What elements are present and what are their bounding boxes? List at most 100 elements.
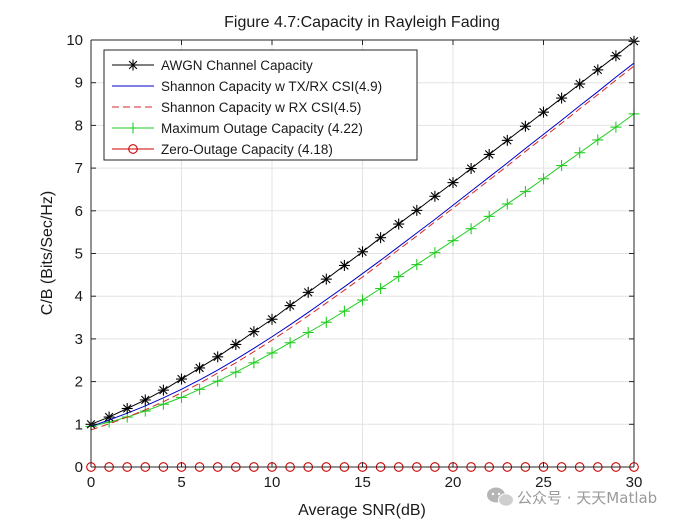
- y-tick-label: 0: [75, 459, 83, 476]
- x-tick-label: 0: [87, 474, 95, 491]
- marker-stroke: [128, 60, 138, 70]
- series-maximum-outage-capacity-4-22-marker: [302, 326, 314, 338]
- legend: AWGN Channel Capacity Shannon Capacity w …: [103, 49, 418, 161]
- series-awgn-channel-capacity-marker: [556, 92, 568, 104]
- series-maximum-outage-capacity-4-22-marker: [501, 198, 513, 210]
- series-awgn-channel-capacity: [85, 35, 640, 430]
- series-maximum-outage-capacity-4-22-marker: [574, 147, 586, 159]
- marker-stroke: [503, 136, 512, 145]
- legend-label: Shannon Capacity w TX/RX CSI(4.9): [161, 79, 382, 94]
- marker-stroke: [249, 327, 259, 336]
- legend-entry-awgn-channel-capacity: AWGN Channel Capacity: [112, 58, 313, 73]
- marker-stroke: [593, 65, 603, 75]
- y-tick-label: 9: [75, 75, 83, 92]
- chart-title: Figure 4.7:Capacity in Rayleigh Fading: [224, 14, 500, 31]
- series-maximum-outage-capacity-4-22-marker: [139, 405, 151, 417]
- y-tick-label: 4: [75, 288, 83, 305]
- marker-stroke: [159, 385, 168, 395]
- series-maximum-outage-capacity-4-22-marker: [592, 134, 604, 146]
- series-maximum-outage-capacity-4-22-marker: [357, 294, 368, 306]
- x-tick-label: 25: [535, 474, 552, 491]
- series-shannon-capacity-w-rx-csi-4-5: [90, 65, 635, 431]
- series-shannon-capacity-w-tx-rx-csi-4-9: [90, 62, 635, 427]
- y-tick-label: 8: [75, 117, 83, 134]
- series-maximum-outage-capacity-4-22-marker: [212, 375, 224, 387]
- series-maximum-outage-capacity-4-22-marker: [284, 337, 296, 349]
- series-awgn-channel-capacity-marker: [266, 313, 278, 325]
- series-awgn-channel-capacity-marker: [121, 403, 133, 415]
- marker-stroke: [285, 301, 295, 310]
- series-awgn-channel-capacity-marker: [429, 190, 441, 202]
- series-awgn-channel-capacity-marker: [519, 120, 531, 132]
- series-maximum-outage-capacity-4-22-marker: [483, 210, 495, 222]
- series-maximum-outage-capacity-4-22-marker: [194, 383, 206, 395]
- legend-box: [103, 49, 418, 161]
- series-awgn-channel-capacity-marker: [501, 134, 513, 146]
- series-maximum-outage-capacity-4-22-marker: [556, 160, 568, 172]
- marker-stroke: [303, 288, 313, 297]
- marker-stroke: [141, 395, 150, 405]
- series-awgn-channel-capacity-marker: [139, 394, 151, 406]
- legend-label: AWGN Channel Capacity: [161, 58, 313, 73]
- legend-entry-shannon-capacity-w-tx-rx-csi-4-9: Shannon Capacity w TX/RX CSI(4.9): [112, 79, 382, 94]
- legend-entry-shannon-capacity-w-rx-csi-4-5: Shannon Capacity w RX CSI(4.5): [112, 100, 361, 115]
- y-tick-label: 3: [75, 331, 83, 348]
- series-maximum-outage-capacity-4-22-marker: [157, 398, 169, 410]
- series-maximum-outage-capacity-4-22-marker: [465, 223, 477, 235]
- series-maximum-outage-capacity-4-22-marker: [320, 316, 332, 328]
- series-maximum-outage-capacity-4-22-marker: [176, 391, 187, 403]
- series-awgn-channel-capacity-marker: [411, 204, 423, 216]
- series-awgn-channel-capacity-marker: [248, 326, 260, 338]
- x-tick-label: 5: [177, 474, 185, 491]
- series-maximum-outage-capacity-4-22-marker: [375, 283, 387, 295]
- series-awgn-channel-capacity-marker: [483, 148, 495, 160]
- x-tick-label: 15: [354, 474, 371, 491]
- legend-swatch-marker: [127, 59, 139, 71]
- y-axis-label: C/B (Bits/Sec/Hz): [39, 191, 56, 315]
- series-awgn-channel-capacity-marker: [103, 411, 115, 423]
- y-tick-label: 6: [75, 203, 83, 220]
- marker-stroke: [412, 206, 422, 215]
- series-awgn-channel-capacity-marker: [230, 338, 242, 350]
- series-awgn-channel-capacity-marker: [574, 78, 586, 90]
- series-shannon-capacity-w-rx-csi-4-5-line: [90, 65, 635, 431]
- marker-stroke: [466, 164, 476, 173]
- series-awgn-channel-capacity-marker: [592, 64, 604, 76]
- marker-stroke: [213, 352, 222, 362]
- y-tick-label: 5: [75, 246, 83, 263]
- watermark-text: 公众号 · 天天Matlab: [517, 489, 657, 507]
- marker-stroke: [557, 93, 566, 103]
- series-awgn-channel-capacity-marker: [447, 177, 459, 189]
- legend-entry-zero-outage-capacity-4-18: Zero-Outage Capacity (4.18): [112, 142, 333, 157]
- y-tick-label: 1: [75, 416, 83, 433]
- series-maximum-outage-capacity-4-22-marker: [411, 259, 423, 271]
- tick-labels: 0 5 10 15 20 25 30 0 1 2 3 4 5 6 7 8 9 10: [66, 32, 642, 491]
- series-awgn-channel-capacity-marker: [465, 163, 477, 175]
- y-tick-label: 2: [75, 374, 83, 391]
- series-maximum-outage-capacity-4-22-marker: [447, 235, 459, 247]
- y-tick-label: 10: [66, 32, 83, 49]
- series-maximum-outage-capacity-4-22-marker: [230, 366, 242, 378]
- marker-stroke: [376, 233, 385, 242]
- marker-stroke: [448, 178, 458, 187]
- series-awgn-channel-capacity-marker: [320, 273, 332, 285]
- marker-stroke: [122, 404, 132, 413]
- x-tick-label: 30: [626, 474, 643, 491]
- marker-circle: [128, 144, 138, 154]
- series-maximum-outage-capacity-4-22-marker: [519, 186, 531, 198]
- marker-stroke: [195, 363, 204, 373]
- marker-stroke: [484, 150, 494, 159]
- marker-stroke: [177, 374, 186, 384]
- series-maximum-outage-capacity-4-22-marker: [538, 173, 549, 185]
- series-awgn-channel-capacity-marker: [338, 259, 350, 271]
- x-tick-label: 20: [445, 474, 462, 491]
- series-maximum-outage-capacity-4-22-marker: [338, 305, 350, 317]
- marker-stroke: [267, 314, 277, 324]
- marker-stroke: [340, 261, 349, 270]
- series-maximum-outage-capacity-4-22-marker: [429, 247, 441, 259]
- marker-stroke: [322, 274, 331, 284]
- series-awgn-channel-capacity-marker: [357, 246, 368, 258]
- legend-label: Shannon Capacity w RX CSI(4.5): [161, 100, 361, 115]
- x-tick-label: 10: [264, 474, 281, 491]
